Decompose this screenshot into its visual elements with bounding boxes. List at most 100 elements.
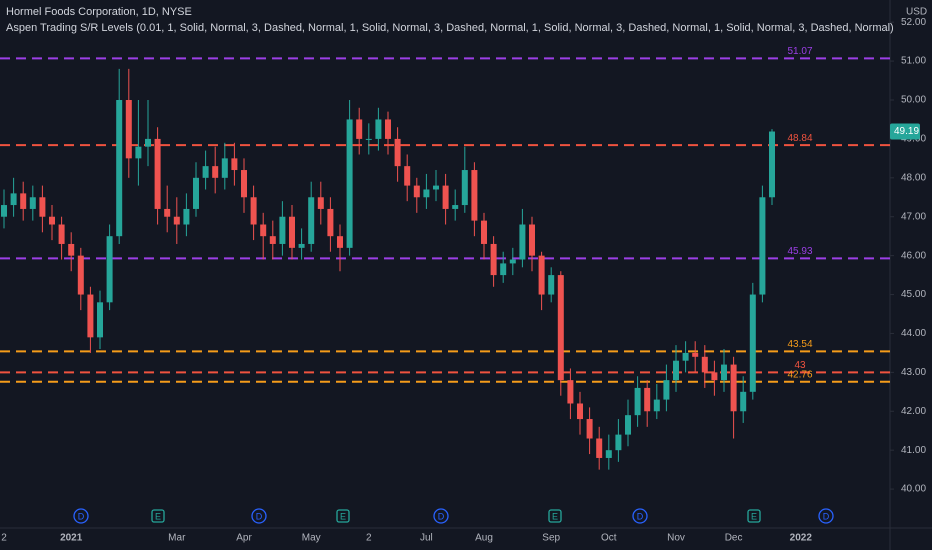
x-tick-label: 2022	[790, 533, 813, 544]
y-tick-label: 42.00	[901, 406, 926, 417]
candle-body	[68, 243, 75, 256]
candle-body	[145, 138, 151, 147]
candle-body	[461, 170, 468, 206]
event-icon	[818, 508, 834, 524]
level-label: 43.54	[787, 339, 812, 350]
level-label: 42.76	[787, 369, 812, 380]
candle-body	[193, 177, 199, 209]
candle-body	[413, 185, 420, 198]
indicator-label: Aspen Trading S/R Levels (0.01, 1, Solid…	[6, 22, 894, 34]
candle-body	[231, 158, 238, 171]
candle-body	[529, 224, 535, 256]
candle-body	[721, 364, 727, 381]
candle-body	[241, 170, 247, 198]
candle-body	[481, 220, 487, 244]
y-tick-label: 50.00	[901, 95, 926, 106]
candle-body	[596, 438, 603, 458]
candle-body	[356, 119, 363, 139]
candle-body	[538, 255, 545, 295]
candle-body	[557, 275, 564, 381]
x-tick-label: 2021	[60, 533, 83, 544]
candle-body	[221, 158, 228, 178]
candle-body	[663, 380, 670, 400]
event-icon	[632, 508, 648, 524]
x-tick-label: Aug	[475, 533, 493, 544]
event-label: E	[552, 511, 558, 521]
candle-body	[452, 205, 459, 209]
candle-body	[125, 99, 132, 159]
candle-body	[87, 294, 94, 338]
candle-body	[39, 197, 46, 217]
event-label: E	[751, 511, 757, 521]
candle-body	[164, 208, 171, 217]
candle-body	[212, 166, 219, 178]
candle-body	[519, 224, 526, 260]
candle-body	[279, 216, 286, 244]
x-tick-label: Apr	[236, 533, 252, 544]
candle-body	[49, 216, 55, 225]
candle-body	[106, 236, 113, 303]
event-label: D	[823, 511, 830, 521]
candle-body	[615, 434, 622, 451]
y-tick-label: 43.00	[901, 367, 926, 378]
candle-body	[740, 391, 747, 412]
candle-body	[500, 263, 507, 276]
y-tick-label: 47.00	[901, 211, 926, 222]
candle-body	[20, 193, 27, 209]
event-icon	[251, 508, 267, 524]
candle-body	[337, 236, 343, 248]
candle-body	[404, 166, 411, 186]
event-icon	[433, 508, 449, 524]
x-tick-label: Sep	[542, 533, 560, 544]
event-label: D	[78, 511, 85, 521]
x-tick-label: 2	[366, 533, 372, 544]
candle-body	[548, 275, 555, 295]
candle-body	[97, 302, 103, 338]
candle-body	[769, 131, 775, 198]
candle-body	[10, 193, 17, 206]
event-label: E	[340, 511, 346, 521]
candle-body	[202, 166, 209, 178]
x-tick-label: Jul	[420, 533, 433, 544]
candle-body	[701, 356, 708, 373]
y-tick-label: 45.00	[901, 289, 926, 300]
candle-body	[442, 185, 449, 209]
candle-body	[29, 197, 36, 209]
candle-body	[154, 138, 161, 209]
x-tick-label: 2	[1, 533, 7, 544]
y-tick-label: 41.00	[901, 445, 926, 456]
candle-body	[346, 119, 353, 248]
candle-body	[260, 224, 267, 237]
candle-body	[250, 197, 257, 225]
y-tick-label: 48.00	[901, 172, 926, 183]
candle-body	[471, 170, 478, 221]
candle-body	[509, 259, 516, 264]
currency: USD	[906, 7, 927, 18]
candle-body	[692, 352, 699, 357]
event-label: D	[637, 511, 644, 521]
x-tick-label: May	[302, 533, 321, 544]
candle-body	[759, 197, 766, 295]
level-label: 48.84	[787, 133, 812, 144]
candle-body	[625, 415, 631, 435]
x-tick-label: Oct	[601, 533, 617, 544]
candle-body	[577, 403, 583, 420]
candle-body	[385, 119, 391, 139]
price-tag-label: 49.19	[894, 126, 919, 137]
candle-body	[116, 99, 123, 237]
candle-body	[58, 224, 65, 244]
y-tick-label: 44.00	[901, 328, 926, 339]
candle-body	[711, 372, 718, 381]
candle-body	[375, 119, 382, 139]
candle-body	[423, 189, 430, 198]
candle-body	[605, 450, 612, 458]
event-icon	[336, 509, 350, 523]
candle-body	[644, 387, 651, 412]
candle-body	[394, 138, 401, 167]
candle-body	[173, 216, 180, 225]
level-label: 51.07	[787, 46, 812, 57]
y-tick-label: 40.00	[901, 484, 926, 495]
candle-body	[298, 243, 305, 248]
y-tick-label: 51.00	[901, 56, 926, 67]
